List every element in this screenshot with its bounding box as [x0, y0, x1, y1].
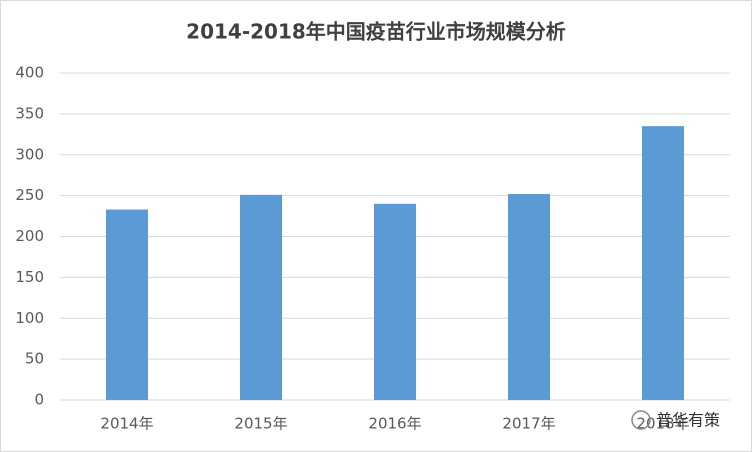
bar — [374, 203, 416, 400]
y-tick-label: 250 — [15, 186, 44, 204]
x-tick-label: 2014年 — [100, 415, 153, 433]
y-tick-label: 100 — [15, 309, 44, 327]
y-tick-label: 300 — [15, 145, 44, 163]
y-tick-label: 200 — [15, 227, 44, 245]
watermark: 普华有策 — [656, 411, 720, 430]
bar — [240, 194, 282, 400]
x-tick-label: 2015年 — [234, 415, 287, 433]
y-tick-label: 0 — [34, 391, 44, 409]
chart-title: 2014-2018年中国疫苗行业市场规模分析 — [186, 20, 566, 44]
bar — [508, 193, 550, 400]
y-tick-label: 400 — [15, 64, 44, 82]
x-tick-label: 2016年 — [368, 415, 421, 433]
y-tick-label: 50 — [25, 350, 44, 368]
y-tick-label: 150 — [15, 268, 44, 286]
y-tick-label: 350 — [15, 104, 44, 122]
watermark-icon — [631, 410, 651, 430]
bar — [642, 126, 684, 400]
bar — [106, 209, 148, 400]
x-tick-label: 2017年 — [502, 415, 555, 433]
